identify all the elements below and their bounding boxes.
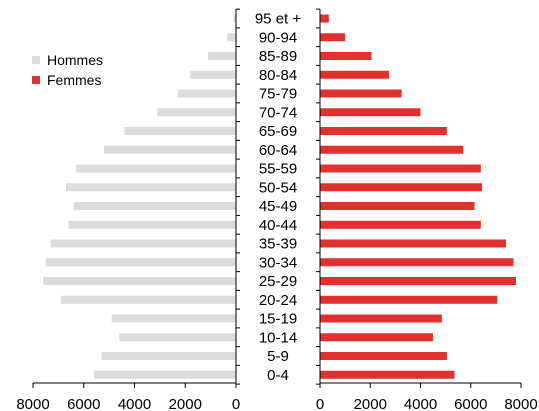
category-label-35-39: 35-39 <box>259 236 297 253</box>
bar-hommes-35-39 <box>50 239 237 248</box>
category-label-80-84: 80-84 <box>259 67 297 84</box>
category-label-5-9: 5-9 <box>267 348 289 365</box>
bar-hommes-15-19 <box>111 314 236 323</box>
bar-femmes-95-et-plus <box>320 14 329 23</box>
category-label-65-69: 65-69 <box>259 123 297 140</box>
bar-femmes-50-54 <box>320 183 483 192</box>
bar-femmes-90-94 <box>320 33 346 42</box>
category-label-45-49: 45-49 <box>259 198 297 215</box>
left-x-tick-label: 0 <box>232 396 240 411</box>
category-label-85-89: 85-89 <box>259 48 297 65</box>
right-x-tick-label: 6000 <box>454 396 487 411</box>
bar-hommes-20-24 <box>60 295 236 304</box>
bar-femmes-15-19 <box>320 314 442 323</box>
category-label-30-34: 30-34 <box>259 254 297 271</box>
bar-hommes-95-et-plus <box>233 14 236 23</box>
bar-hommes-45-49 <box>73 202 236 210</box>
category-label-95-et-plus: 95 et + <box>255 11 302 28</box>
bar-hommes-0-4 <box>93 370 237 379</box>
bar-hommes-25-29 <box>43 277 237 285</box>
left-x-tick-label: 8000 <box>16 396 49 411</box>
left-x-tick-label: 6000 <box>67 396 100 411</box>
bar-femmes-75-79 <box>320 89 402 98</box>
bar-hommes-90-94 <box>227 33 236 42</box>
bar-femmes-0-4 <box>320 370 455 379</box>
bar-hommes-10-14 <box>119 333 236 342</box>
legend: Hommes Femmes <box>32 50 103 90</box>
category-label-75-79: 75-79 <box>259 86 297 103</box>
category-label-90-94: 90-94 <box>259 29 297 46</box>
category-label-15-19: 15-19 <box>259 311 297 328</box>
bar-hommes-70-74 <box>157 108 236 117</box>
category-label-25-29: 25-29 <box>259 273 297 290</box>
category-label-55-59: 55-59 <box>259 161 297 178</box>
bar-femmes-70-74 <box>320 108 421 117</box>
right-x-tick-label: 8000 <box>504 396 537 411</box>
bar-femmes-60-64 <box>320 145 464 154</box>
legend-item-femmes: Femmes <box>32 70 103 90</box>
bar-hommes-60-64 <box>104 145 236 154</box>
category-label-50-54: 50-54 <box>259 179 297 196</box>
bar-femmes-80-84 <box>320 70 390 79</box>
bar-hommes-85-89 <box>208 52 236 60</box>
bar-hommes-5-9 <box>101 352 236 360</box>
bar-hommes-50-54 <box>65 183 236 192</box>
legend-item-hommes: Hommes <box>32 50 103 70</box>
category-label-20-24: 20-24 <box>259 292 297 309</box>
bar-hommes-75-79 <box>177 89 236 98</box>
legend-label-femmes: Femmes <box>47 72 102 88</box>
right-x-tick-label: 4000 <box>404 396 437 411</box>
legend-swatch-femmes <box>32 76 40 84</box>
bar-hommes-80-84 <box>190 70 236 79</box>
bar-femmes-5-9 <box>320 352 447 360</box>
bar-femmes-25-29 <box>320 277 516 285</box>
category-label-70-74: 70-74 <box>259 104 297 121</box>
bar-femmes-85-89 <box>320 52 372 60</box>
bar-hommes-55-59 <box>76 164 236 173</box>
bar-femmes-20-24 <box>320 295 498 304</box>
legend-swatch-hommes <box>32 56 40 64</box>
bar-femmes-45-49 <box>320 202 475 210</box>
right-x-tick-label: 0 <box>316 396 324 411</box>
left-x-tick-label: 4000 <box>118 396 151 411</box>
bar-femmes-10-14 <box>320 333 434 342</box>
bar-hommes-65-69 <box>124 127 236 135</box>
category-label-40-44: 40-44 <box>259 217 297 234</box>
left-x-tick-label: 2000 <box>169 396 202 411</box>
bar-femmes-30-34 <box>320 258 514 267</box>
bar-hommes-40-44 <box>68 220 237 229</box>
legend-label-hommes: Hommes <box>47 52 104 68</box>
bar-femmes-65-69 <box>320 127 447 135</box>
bar-femmes-40-44 <box>320 220 481 229</box>
bar-femmes-55-59 <box>320 164 481 173</box>
bar-femmes-35-39 <box>320 239 506 248</box>
category-label-0-4: 0-4 <box>267 367 289 384</box>
bar-hommes-30-34 <box>45 258 236 267</box>
category-label-10-14: 10-14 <box>259 329 297 346</box>
category-label-60-64: 60-64 <box>259 142 297 159</box>
right-x-tick-label: 2000 <box>354 396 387 411</box>
